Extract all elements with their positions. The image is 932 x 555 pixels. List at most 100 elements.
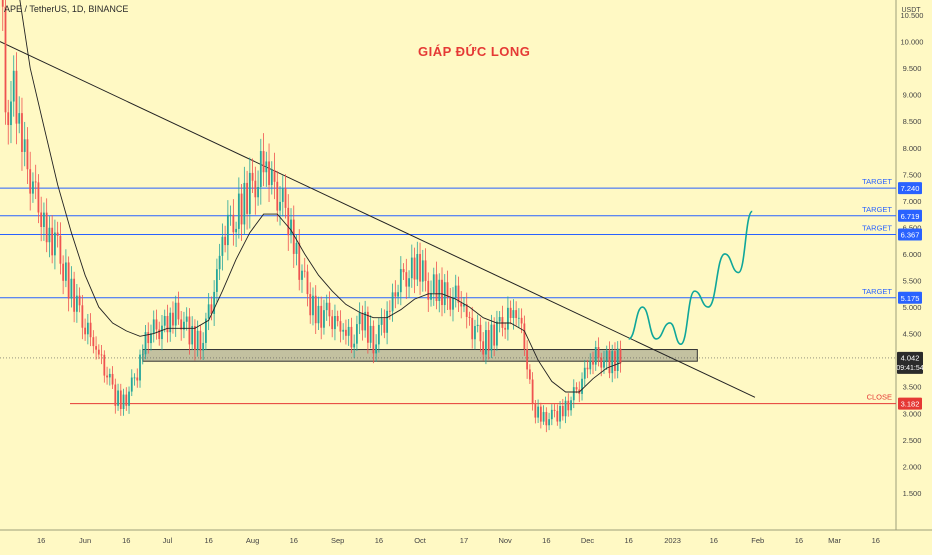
candle-body <box>608 350 611 374</box>
candle-body <box>166 316 169 333</box>
candle-body <box>410 257 413 279</box>
candle-body <box>325 302 328 311</box>
x-tick-label: Feb <box>751 536 764 545</box>
candle-body <box>364 311 367 331</box>
candle-body <box>312 295 314 316</box>
candle-body <box>15 70 18 124</box>
candle-body <box>202 342 205 351</box>
candle-body <box>526 349 529 370</box>
candle-body <box>257 186 259 198</box>
candle-body <box>487 330 490 351</box>
candle-body <box>103 354 106 376</box>
candle-body <box>358 312 361 325</box>
candle-body <box>501 317 504 328</box>
candle-body <box>117 390 119 406</box>
candle-body <box>95 346 97 350</box>
x-tick-label: 16 <box>122 536 130 545</box>
candle-body <box>133 377 136 379</box>
candle-body <box>427 280 430 300</box>
candle-body <box>235 228 238 233</box>
candle-body <box>457 285 460 303</box>
target-level-label: TARGET <box>862 177 892 186</box>
x-tick-label: 16 <box>290 536 298 545</box>
descending-trendline <box>0 41 756 398</box>
candle-body <box>136 377 139 381</box>
y-tick-label: 2.000 <box>903 462 922 471</box>
candle-body <box>111 373 114 385</box>
last-price-label: 4.042 <box>901 353 920 362</box>
candle-body <box>34 181 37 183</box>
candle-body <box>342 329 345 332</box>
candle-body <box>339 321 342 332</box>
candle-body <box>515 310 518 319</box>
x-tick-label: 16 <box>710 536 718 545</box>
last-price-tag <box>897 351 923 374</box>
candle-body <box>377 324 380 345</box>
x-tick-label: Jul <box>163 536 173 545</box>
candle-body <box>452 297 454 310</box>
candle-body <box>309 294 312 316</box>
y-tick-label: 5.500 <box>903 277 922 286</box>
symbol-header: APE / TetherUS, 1D, BINANCE <box>4 4 129 14</box>
candle-body <box>399 269 402 293</box>
candle-body <box>177 302 180 320</box>
candle-body <box>463 304 465 307</box>
projection-path <box>628 210 754 346</box>
watermark-text: GIÁP ĐỨC LONG <box>418 44 531 59</box>
candle-body <box>240 193 243 225</box>
candle-body <box>215 269 218 292</box>
target-level-label: TARGET <box>862 223 892 232</box>
candle-body <box>589 360 592 370</box>
y-tick-label: 2.500 <box>903 436 922 445</box>
y-tick-label: 6.000 <box>903 250 922 259</box>
candle-body <box>419 254 421 282</box>
close-level-label: CLOSE <box>867 393 892 402</box>
candle-body <box>408 278 410 287</box>
candle-body <box>298 242 301 280</box>
candle-body <box>586 367 589 370</box>
candle-body <box>496 321 498 346</box>
candle-body <box>583 367 586 379</box>
candle-body <box>248 172 251 214</box>
candle-body <box>243 182 246 225</box>
candle-body <box>597 347 600 358</box>
candle-body <box>572 387 575 401</box>
candle-body <box>29 169 32 194</box>
target-value-label: 6.367 <box>901 230 920 239</box>
candle-body <box>59 235 62 264</box>
x-tick-label: 16 <box>872 536 880 545</box>
candle-body <box>205 318 207 343</box>
candle-body <box>531 379 534 404</box>
x-tick-label: 16 <box>625 536 633 545</box>
x-tick-label: Jun <box>79 536 91 545</box>
candle-body <box>567 400 570 411</box>
candle-body <box>616 348 619 371</box>
candle-body <box>18 113 21 124</box>
candle-body <box>40 212 43 227</box>
candle-body <box>114 384 117 406</box>
candle-body <box>575 387 578 390</box>
candle-body <box>150 333 152 344</box>
candle-body <box>353 343 356 348</box>
x-tick-label: 2023 <box>664 536 681 545</box>
candle-body <box>174 302 177 326</box>
candle-body <box>67 262 70 299</box>
y-tick-label: 5.000 <box>903 303 922 312</box>
x-tick-label: 17 <box>460 536 468 545</box>
candle-body <box>194 326 196 350</box>
candle-body <box>54 232 56 256</box>
candle-body <box>391 292 394 312</box>
candle-body <box>369 325 372 343</box>
candle-body <box>172 312 174 326</box>
y-tick-label: 9.000 <box>903 91 922 100</box>
candle-body <box>380 318 383 325</box>
candle-body <box>161 325 163 340</box>
candle-body <box>498 317 501 322</box>
candle-body <box>119 390 122 410</box>
candle-body <box>432 274 435 294</box>
candle-body <box>188 316 191 345</box>
x-tick-label: 16 <box>204 536 212 545</box>
candle-body <box>130 377 133 392</box>
